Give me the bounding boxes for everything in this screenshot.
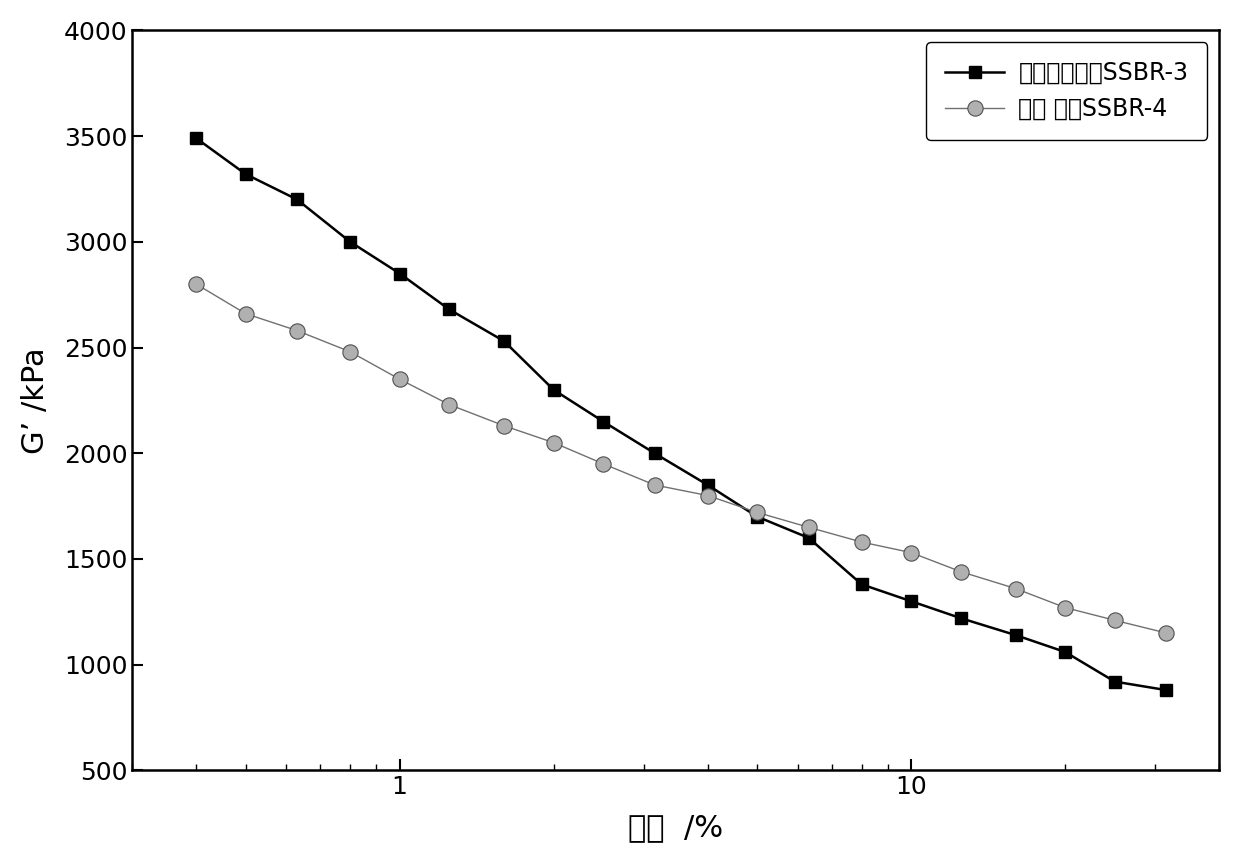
普通 星形SSBR-4 bbox=[188, 279, 203, 289]
端基改性星形SSBR-3 bbox=[290, 194, 305, 205]
端基改性星形SSBR-3 bbox=[854, 579, 869, 589]
普通 星形SSBR-4 bbox=[801, 522, 816, 532]
端基改性星形SSBR-3 bbox=[1008, 630, 1023, 640]
端基改性星形SSBR-3 bbox=[647, 448, 662, 458]
端基改性星形SSBR-3 bbox=[595, 416, 610, 426]
普通 星形SSBR-4 bbox=[595, 458, 610, 469]
端基改性星形SSBR-3 bbox=[392, 268, 407, 279]
普通 星形SSBR-4 bbox=[238, 308, 253, 318]
普通 星形SSBR-4 bbox=[546, 438, 560, 448]
普通 星形SSBR-4 bbox=[1008, 583, 1023, 594]
普通 星形SSBR-4 bbox=[854, 537, 869, 547]
X-axis label: 形变  /%: 形变 /% bbox=[629, 813, 723, 842]
普通 星形SSBR-4 bbox=[750, 507, 765, 518]
端基改性星形SSBR-3 bbox=[441, 305, 456, 315]
普通 星形SSBR-4 bbox=[290, 325, 305, 336]
端基改性星形SSBR-3 bbox=[954, 613, 968, 623]
端基改性星形SSBR-3 bbox=[750, 512, 765, 522]
端基改性星形SSBR-3 bbox=[546, 385, 560, 395]
Line: 普通 星形SSBR-4: 普通 星形SSBR-4 bbox=[188, 276, 1174, 640]
端基改性星形SSBR-3 bbox=[238, 169, 253, 180]
Legend: 端基改性星形SSBR-3, 普通 星形SSBR-4: 端基改性星形SSBR-3, 普通 星形SSBR-4 bbox=[926, 42, 1208, 140]
Y-axis label: G’ /kPa: G’ /kPa bbox=[21, 347, 50, 454]
普通 星形SSBR-4 bbox=[1058, 602, 1073, 613]
普通 星形SSBR-4 bbox=[392, 374, 407, 384]
端基改性星形SSBR-3 bbox=[497, 336, 512, 346]
普通 星形SSBR-4 bbox=[1158, 627, 1173, 638]
端基改性星形SSBR-3 bbox=[1158, 685, 1173, 696]
普通 星形SSBR-4 bbox=[497, 420, 512, 431]
普通 星形SSBR-4 bbox=[954, 566, 968, 576]
端基改性星形SSBR-3 bbox=[1058, 647, 1073, 658]
普通 星形SSBR-4 bbox=[701, 490, 715, 501]
Line: 端基改性星形SSBR-3: 端基改性星形SSBR-3 bbox=[190, 132, 1172, 696]
普通 星形SSBR-4 bbox=[342, 347, 357, 357]
端基改性星形SSBR-3 bbox=[801, 532, 816, 543]
普通 星形SSBR-4 bbox=[1107, 615, 1122, 626]
端基改性星形SSBR-3 bbox=[904, 596, 919, 607]
端基改性星形SSBR-3 bbox=[701, 480, 715, 490]
端基改性星形SSBR-3 bbox=[342, 236, 357, 247]
普通 星形SSBR-4 bbox=[441, 400, 456, 410]
端基改性星形SSBR-3 bbox=[1107, 677, 1122, 687]
普通 星形SSBR-4 bbox=[904, 547, 919, 557]
普通 星形SSBR-4 bbox=[647, 480, 662, 490]
端基改性星形SSBR-3 bbox=[188, 133, 203, 143]
